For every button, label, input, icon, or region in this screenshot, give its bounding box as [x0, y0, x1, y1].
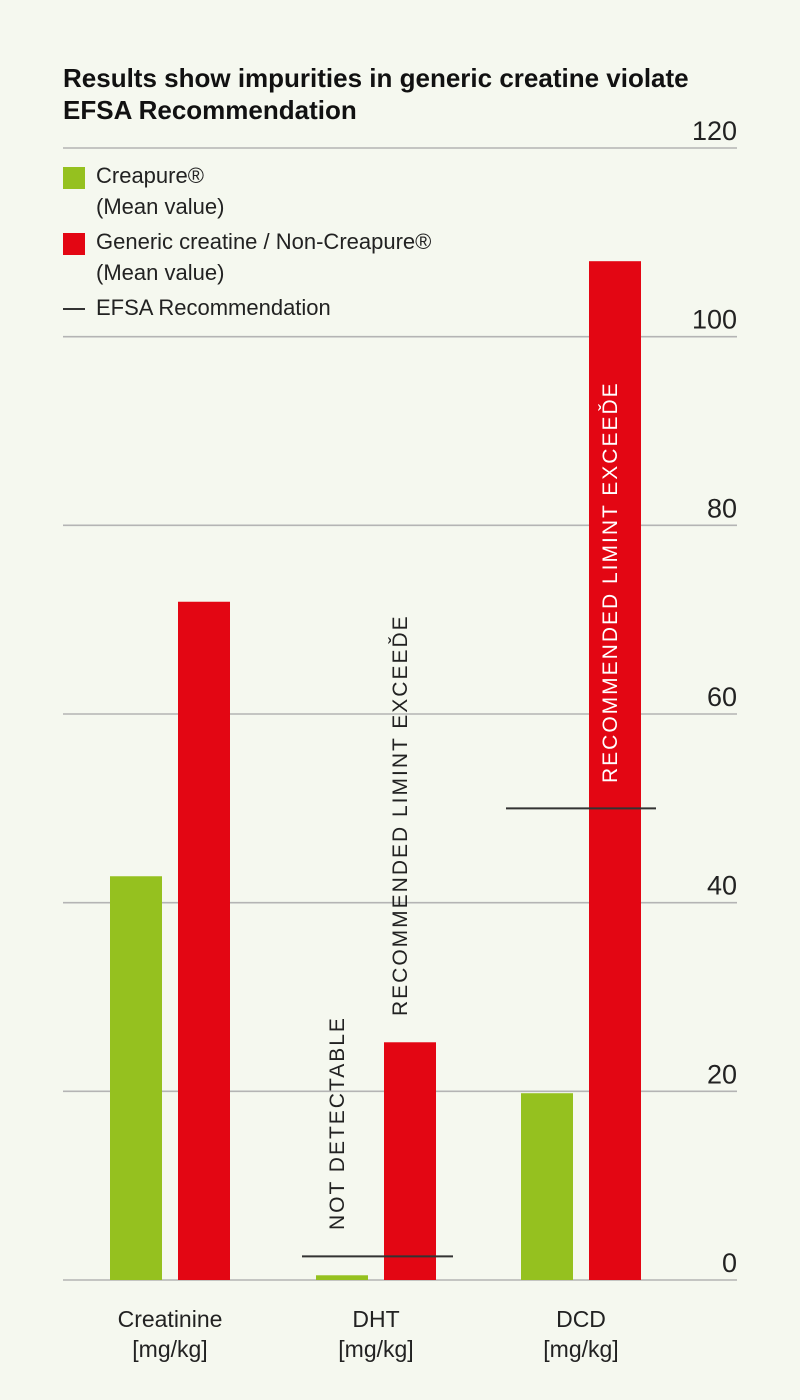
legend-label-creapure: Creapure®	[96, 163, 204, 188]
bar-annotation: RECOMMENDED LIMINT EXCEEĎE	[599, 381, 622, 783]
x-category-label: Creatinine [mg/kg]	[118, 1306, 223, 1362]
chart-title: Results show impurities in generic creat…	[63, 63, 689, 125]
legend-swatch-creapure	[63, 167, 85, 189]
y-tick-label: 20	[707, 1059, 737, 1089]
x-category-label: DHT [mg/kg]	[338, 1306, 413, 1362]
y-tick-label: 0	[722, 1248, 737, 1278]
x-category-label: DCD [mg/kg]	[543, 1306, 618, 1362]
legend-line-efsa	[63, 308, 85, 310]
legend-sub-generic: (Mean value)	[96, 260, 225, 285]
bar-generic	[384, 1042, 436, 1280]
bar-creapure	[110, 876, 162, 1280]
y-tick-label: 40	[707, 871, 737, 901]
legend-item-creapure: Creapure® (Mean value)	[63, 160, 431, 222]
legend-item-generic: Generic creatine / Non-Creapure® (Mean v…	[63, 226, 431, 288]
y-tick-label: 120	[692, 116, 737, 146]
bar-generic	[589, 261, 641, 1280]
bar-generic	[178, 601, 230, 1280]
y-tick-label: 100	[692, 305, 737, 335]
bar-annotation: NOT DETECTABLE	[326, 1016, 349, 1230]
legend-item-efsa: EFSA Recommendation	[63, 292, 431, 323]
legend-swatch-generic	[63, 233, 85, 255]
y-tick-label: 80	[707, 493, 737, 523]
bar-creapure	[521, 1093, 573, 1280]
legend-label-efsa: EFSA Recommendation	[96, 295, 331, 320]
bar-annotation: RECOMMENDED LIMINT EXCEEĎE	[389, 614, 412, 1016]
bar-creapure	[316, 1275, 368, 1280]
y-tick-label: 60	[707, 682, 737, 712]
legend-label-generic: Generic creatine / Non-Creapure®	[96, 229, 432, 254]
legend-sub-creapure: (Mean value)	[96, 194, 225, 219]
legend: Creapure® (Mean value) Generic creatine …	[63, 160, 431, 323]
